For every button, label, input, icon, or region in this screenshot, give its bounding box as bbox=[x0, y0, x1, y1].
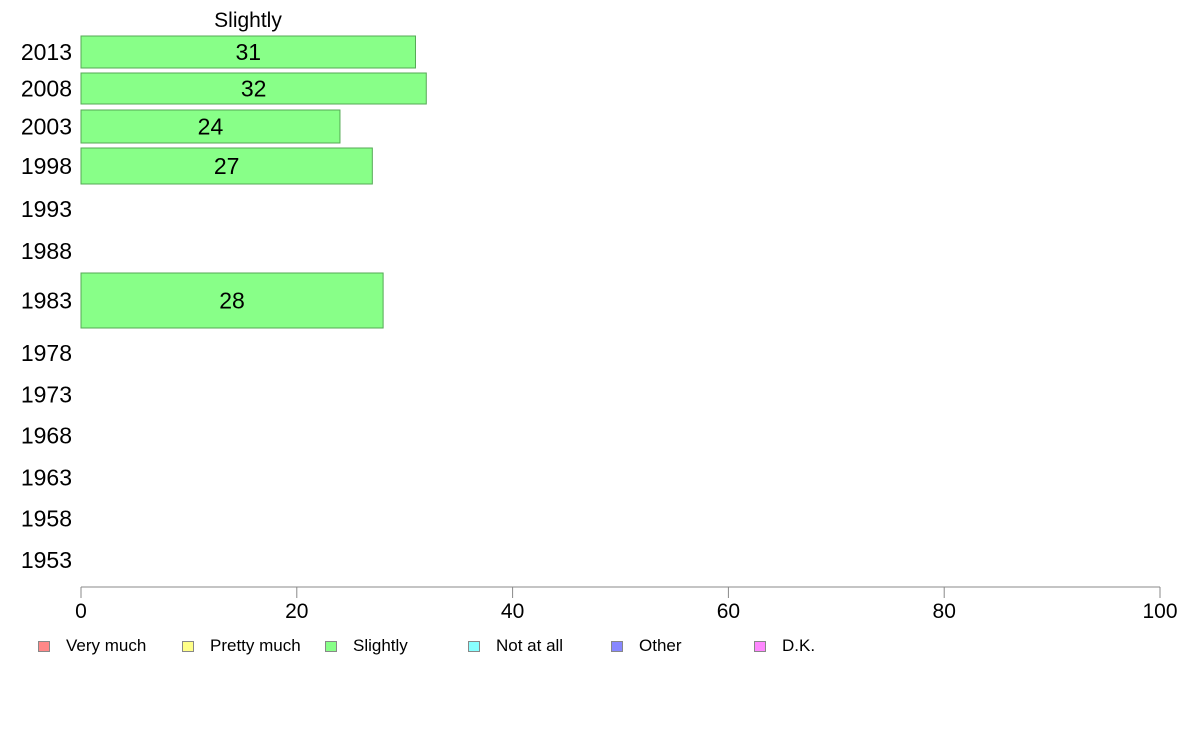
legend-item-very-much: Very much bbox=[38, 636, 146, 656]
x-tick-label: 100 bbox=[1142, 600, 1177, 623]
y-tick-label: 1983 bbox=[21, 288, 72, 314]
y-tick-label: 1988 bbox=[21, 238, 72, 264]
y-tick-label: 1958 bbox=[21, 506, 72, 532]
y-tick-label: 1953 bbox=[21, 547, 72, 573]
x-axis: 0 20 40 60 80 100 bbox=[75, 586, 1178, 623]
x-tick-label: 20 bbox=[285, 600, 308, 623]
y-tick-label: 2013 bbox=[21, 39, 72, 65]
legend-label: Slightly bbox=[353, 636, 408, 655]
legend-swatch bbox=[38, 640, 50, 652]
legend-item-slightly: Slightly bbox=[325, 636, 408, 656]
legend-swatch bbox=[468, 640, 480, 652]
legend-label: Other bbox=[639, 636, 682, 655]
bar bbox=[80, 147, 373, 185]
bar bbox=[80, 272, 384, 329]
legend-label: Pretty much bbox=[210, 636, 301, 655]
bar-value-label: 28 bbox=[219, 288, 245, 314]
legend-swatch bbox=[325, 640, 337, 652]
legend-label: Not at all bbox=[496, 636, 564, 655]
x-tick-label: 60 bbox=[717, 600, 740, 623]
y-tick-label: 1998 bbox=[21, 153, 72, 179]
legend-label: D.K. bbox=[782, 636, 816, 655]
bar bbox=[80, 35, 416, 69]
y-tick-label: 2003 bbox=[21, 114, 72, 140]
legend-label: Very much bbox=[66, 636, 147, 655]
bar-value-label: 27 bbox=[214, 153, 240, 179]
y-tick-label: 1973 bbox=[21, 382, 72, 408]
legend-item-other: Other bbox=[611, 636, 682, 656]
y-tick-label: 1963 bbox=[21, 465, 72, 491]
bar bbox=[80, 109, 341, 144]
y-tick-label: 2008 bbox=[21, 76, 72, 102]
y-tick-label: 1968 bbox=[21, 423, 72, 449]
x-tick-label: 80 bbox=[933, 600, 956, 623]
legend: Very much Pretty much Slightly Not at al… bbox=[0, 636, 1188, 664]
y-tick-label: 1978 bbox=[21, 340, 72, 366]
bar-value-label: 24 bbox=[198, 114, 224, 140]
legend-item-not-at-all: Not at all bbox=[468, 636, 563, 656]
legend-item-dk: D.K. bbox=[754, 636, 815, 656]
legend-swatch bbox=[611, 640, 623, 652]
chart-title: Slightly bbox=[214, 9, 282, 32]
chart-canvas: Slightly 2013 31 2008 32 2003 24 1998 27 1993 198… bbox=[21, 9, 1178, 623]
legend-swatch bbox=[754, 640, 766, 652]
x-tick-label: 0 bbox=[75, 600, 87, 623]
bar bbox=[80, 72, 427, 105]
bar-value-label: 31 bbox=[235, 39, 261, 65]
bar-value-label: 32 bbox=[241, 76, 267, 102]
y-tick-label: 1993 bbox=[21, 196, 72, 222]
legend-swatch bbox=[182, 640, 194, 652]
legend-item-pretty-much: Pretty much bbox=[182, 636, 301, 656]
x-tick-label: 40 bbox=[501, 600, 524, 623]
